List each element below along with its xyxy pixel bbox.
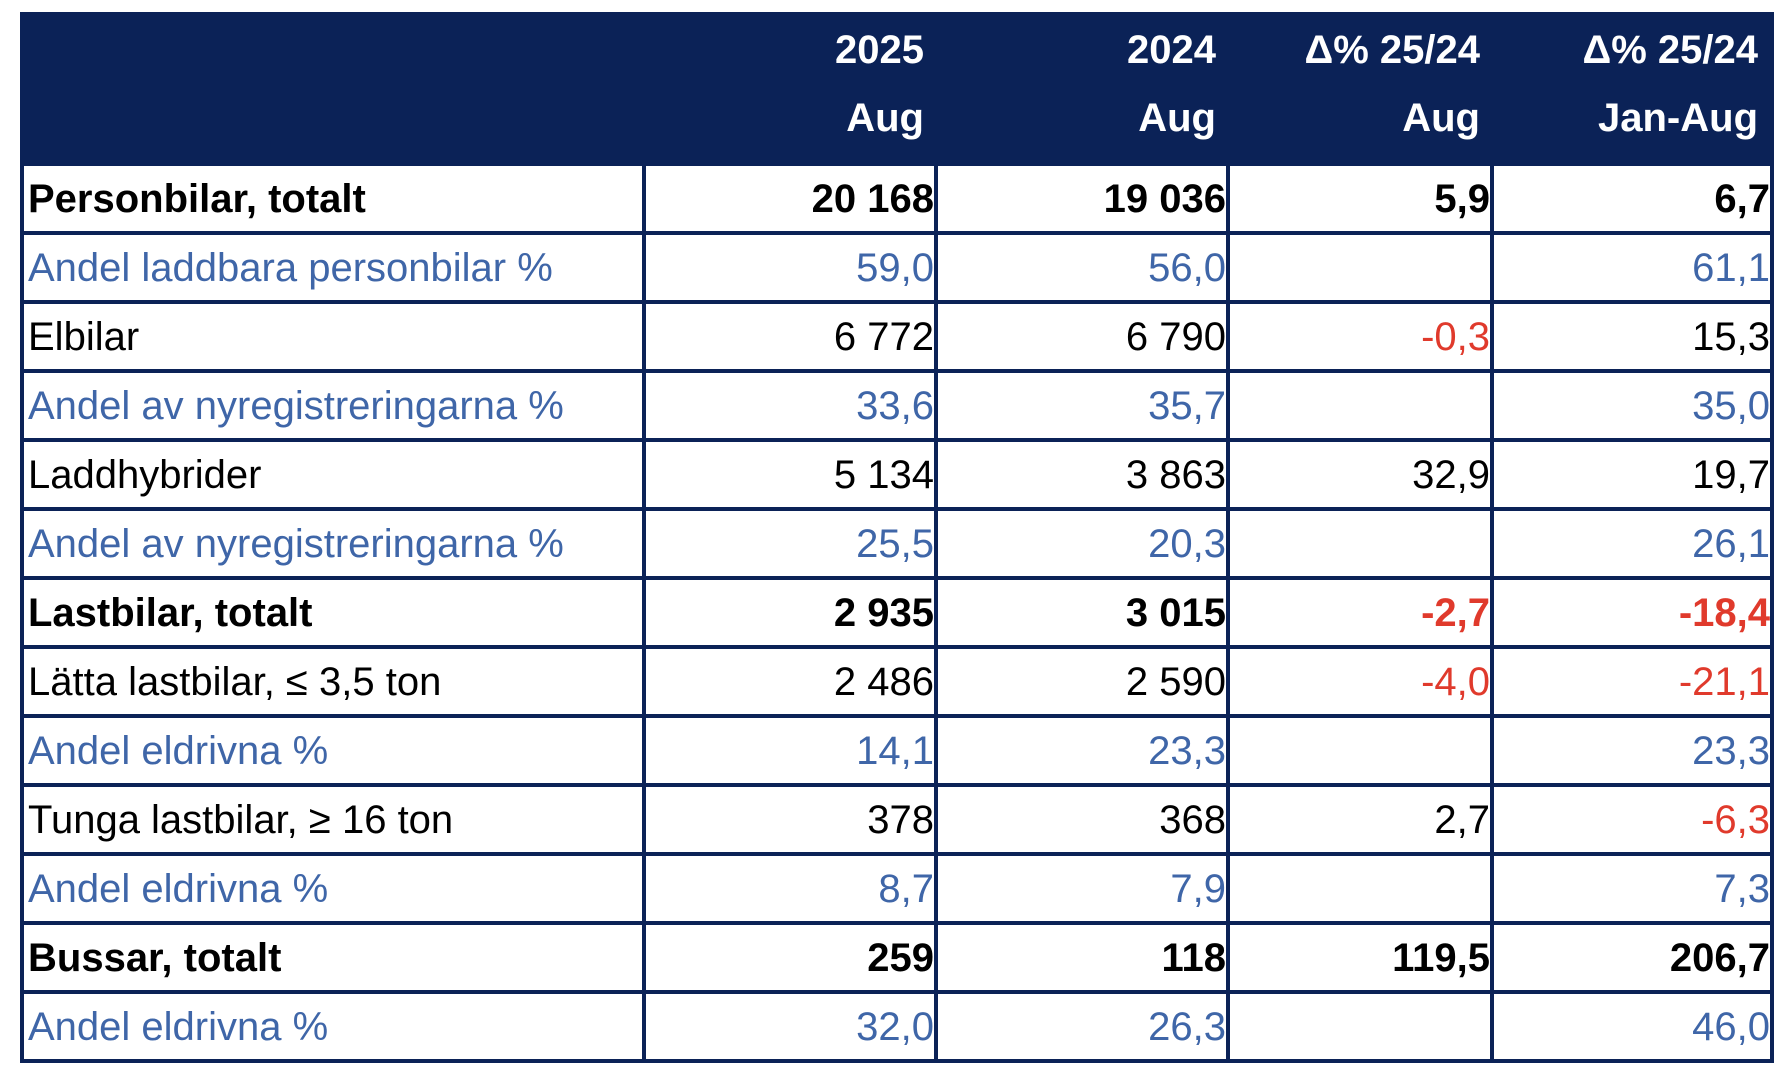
table-row: Andel av nyregistreringarna % 25,5 20,3 26,… xyxy=(20,507,1774,580)
table-row: Andel av nyregistreringarna % 33,6 35,7 35,… xyxy=(20,369,1774,442)
header-delta-jan-aug-line2: Jan-Aug xyxy=(1598,96,1758,140)
table-row: Tunga lastbilar, ≥ 16 ton 378 368 2,7 -6,3 xyxy=(20,783,1774,856)
value-2024: 20,3 xyxy=(934,507,1230,580)
table-row: Lätta lastbilar, ≤ 3,5 ton 2 486 2 590 -4,0… xyxy=(20,645,1774,718)
row-label: Lastbilar, totalt xyxy=(20,576,646,649)
header-2024-line1: 2024 xyxy=(1127,28,1216,72)
delta-aug xyxy=(1226,231,1494,304)
value-2025: 32,0 xyxy=(642,990,938,1063)
value-2025: 8,7 xyxy=(642,852,938,925)
value-2024: 118 xyxy=(934,921,1230,994)
value-2024: 3 015 xyxy=(934,576,1230,649)
header-row: 2025 Aug 2024 Aug Δ% 25/24 Aug Δ% 25/24 … xyxy=(22,14,1772,164)
delta-jan-aug: 15,3 xyxy=(1490,300,1774,373)
header-2024-line2: Aug xyxy=(1138,96,1216,140)
table-row: Andel eldrivna % 14,1 23,3 23,3 xyxy=(20,714,1774,787)
delta-aug: -2,7 xyxy=(1226,576,1494,649)
delta-jan-aug: 46,0 xyxy=(1490,990,1774,1063)
row-label: Elbilar xyxy=(20,300,646,373)
delta-aug xyxy=(1226,852,1494,925)
row-label: Andel eldrivna % xyxy=(20,852,646,925)
header-2025-line2: Aug xyxy=(846,96,924,140)
table-row: Andel eldrivna % 32,0 26,3 46,0 xyxy=(20,990,1774,1063)
value-2024: 35,7 xyxy=(934,369,1230,442)
registration-table-container: 2025 Aug 2024 Aug Δ% 25/24 Aug Δ% 25/24 … xyxy=(20,12,1774,1063)
delta-jan-aug: 19,7 xyxy=(1490,438,1774,511)
value-2025: 33,6 xyxy=(642,369,938,442)
value-2024: 19 036 xyxy=(934,162,1230,235)
delta-aug: 5,9 xyxy=(1226,162,1494,235)
value-2025: 259 xyxy=(642,921,938,994)
value-2024: 7,9 xyxy=(934,852,1230,925)
delta-jan-aug: 35,0 xyxy=(1490,369,1774,442)
value-2025: 20 168 xyxy=(642,162,938,235)
value-2025: 5 134 xyxy=(642,438,938,511)
header-cell-delta-aug: Δ% 25/24 Aug xyxy=(1228,14,1492,164)
header-delta-aug-line2: Aug xyxy=(1402,96,1480,140)
delta-aug: -4,0 xyxy=(1226,645,1494,718)
header-2025-line1: 2025 xyxy=(835,28,924,72)
row-label: Andel eldrivna % xyxy=(20,990,646,1063)
table-row: Bussar, totalt 259 118 119,5 206,7 xyxy=(20,921,1774,994)
value-2024: 2 590 xyxy=(934,645,1230,718)
value-2024: 6 790 xyxy=(934,300,1230,373)
delta-aug xyxy=(1226,507,1494,580)
row-label: Andel av nyregistreringarna % xyxy=(20,507,646,580)
value-2025: 2 935 xyxy=(642,576,938,649)
value-2025: 6 772 xyxy=(642,300,938,373)
delta-jan-aug: -21,1 xyxy=(1490,645,1774,718)
header-delta-jan-aug-line1: Δ% 25/24 xyxy=(1582,28,1758,72)
value-2025: 14,1 xyxy=(642,714,938,787)
delta-aug: 119,5 xyxy=(1226,921,1494,994)
value-2025: 2 486 xyxy=(642,645,938,718)
value-2024: 3 863 xyxy=(934,438,1230,511)
value-2024: 56,0 xyxy=(934,231,1230,304)
row-label: Bussar, totalt xyxy=(20,921,646,994)
header-delta-aug-line1: Δ% 25/24 xyxy=(1304,28,1480,72)
delta-aug: 2,7 xyxy=(1226,783,1494,856)
header-cell-label xyxy=(22,14,644,164)
row-label: Andel laddbara personbilar % xyxy=(20,231,646,304)
value-2025: 59,0 xyxy=(642,231,938,304)
header-cell-delta-jan-aug: Δ% 25/24 Jan-Aug xyxy=(1492,14,1772,164)
header-cell-2025: 2025 Aug xyxy=(644,14,936,164)
header-cell-2024: 2024 Aug xyxy=(936,14,1228,164)
value-2025: 25,5 xyxy=(642,507,938,580)
delta-jan-aug: 61,1 xyxy=(1490,231,1774,304)
delta-jan-aug: 26,1 xyxy=(1490,507,1774,580)
value-2025: 378 xyxy=(642,783,938,856)
value-2024: 368 xyxy=(934,783,1230,856)
registration-table: 2025 Aug 2024 Aug Δ% 25/24 Aug Δ% 25/24 … xyxy=(20,12,1774,1063)
row-label: Andel av nyregistreringarna % xyxy=(20,369,646,442)
delta-jan-aug: 6,7 xyxy=(1490,162,1774,235)
delta-aug xyxy=(1226,714,1494,787)
row-label: Lätta lastbilar, ≤ 3,5 ton xyxy=(20,645,646,718)
row-label: Laddhybrider xyxy=(20,438,646,511)
row-label: Personbilar, totalt xyxy=(20,162,646,235)
table-row: Personbilar, totalt 20 168 19 036 5,9 6,7 xyxy=(20,162,1774,235)
table-row: Lastbilar, totalt 2 935 3 015 -2,7 -18,4 xyxy=(20,576,1774,649)
row-label: Andel eldrivna % xyxy=(20,714,646,787)
table-row: Elbilar 6 772 6 790 -0,3 15,3 xyxy=(20,300,1774,373)
table-row: Laddhybrider 5 134 3 863 32,9 19,7 xyxy=(20,438,1774,511)
table-body: Personbilar, totalt 20 168 19 036 5,9 6,7 And… xyxy=(20,162,1774,1063)
delta-jan-aug: 7,3 xyxy=(1490,852,1774,925)
delta-aug xyxy=(1226,369,1494,442)
table-header: 2025 Aug 2024 Aug Δ% 25/24 Aug Δ% 25/24 … xyxy=(22,14,1772,164)
delta-jan-aug: -18,4 xyxy=(1490,576,1774,649)
delta-jan-aug: -6,3 xyxy=(1490,783,1774,856)
value-2024: 26,3 xyxy=(934,990,1230,1063)
table-row: Andel eldrivna % 8,7 7,9 7,3 xyxy=(20,852,1774,925)
value-2024: 23,3 xyxy=(934,714,1230,787)
table-row: Andel laddbara personbilar % 59,0 56,0 61,1 xyxy=(20,231,1774,304)
delta-aug xyxy=(1226,990,1494,1063)
delta-aug: 32,9 xyxy=(1226,438,1494,511)
delta-aug: -0,3 xyxy=(1226,300,1494,373)
delta-jan-aug: 23,3 xyxy=(1490,714,1774,787)
delta-jan-aug: 206,7 xyxy=(1490,921,1774,994)
row-label: Tunga lastbilar, ≥ 16 ton xyxy=(20,783,646,856)
